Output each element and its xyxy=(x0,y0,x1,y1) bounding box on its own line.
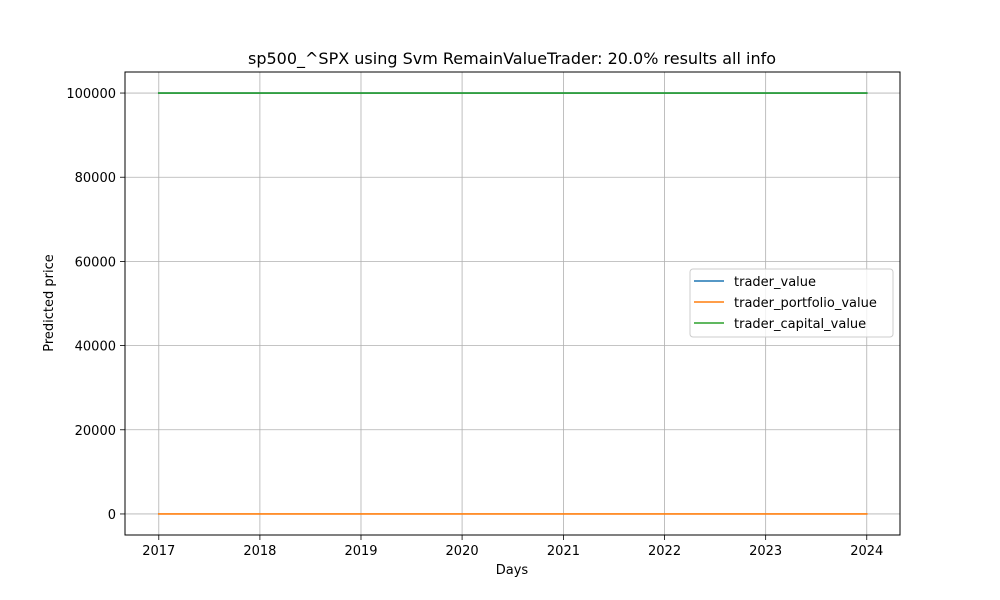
y-axis-title: Predicted price xyxy=(42,254,57,352)
series-lines xyxy=(157,92,868,515)
y-tick-label: 80000 xyxy=(75,171,116,186)
y-tick-label: 100000 xyxy=(66,87,116,102)
legend-label: trader_value xyxy=(734,275,816,290)
y-tick-label: 0 xyxy=(108,508,116,523)
x-tick-label: 2017 xyxy=(142,544,175,559)
x-tick-label: 2023 xyxy=(749,544,782,559)
x-tick-label: 2024 xyxy=(850,544,883,559)
axis-ticks: 2017 2018 2019 2020 2021 2022 2023 2024 0 20000 40… xyxy=(66,87,883,559)
y-tick-label: 20000 xyxy=(75,424,116,439)
x-tick-label: 2020 xyxy=(446,544,479,559)
legend: trader_value trader_portfolio_valuetrader… xyxy=(689,268,894,338)
plot-frame xyxy=(124,71,901,536)
y-tick-label: 40000 xyxy=(75,340,116,355)
chart-title: sp500_^SPX using Svm RemainValueTrader: … xyxy=(248,49,776,69)
legend-box xyxy=(689,268,894,338)
y-tick-label: 60000 xyxy=(75,255,116,270)
legend-label: trader_capital_value xyxy=(734,317,866,332)
x-tick-label: 2019 xyxy=(344,544,377,559)
x-tick-label: 2021 xyxy=(547,544,580,559)
x-axis-title: Days xyxy=(496,563,529,578)
x-tick-label: 2022 xyxy=(648,544,681,559)
x-tick-label: 2018 xyxy=(243,544,276,559)
legend-label: trader_portfolio_value xyxy=(734,296,877,311)
